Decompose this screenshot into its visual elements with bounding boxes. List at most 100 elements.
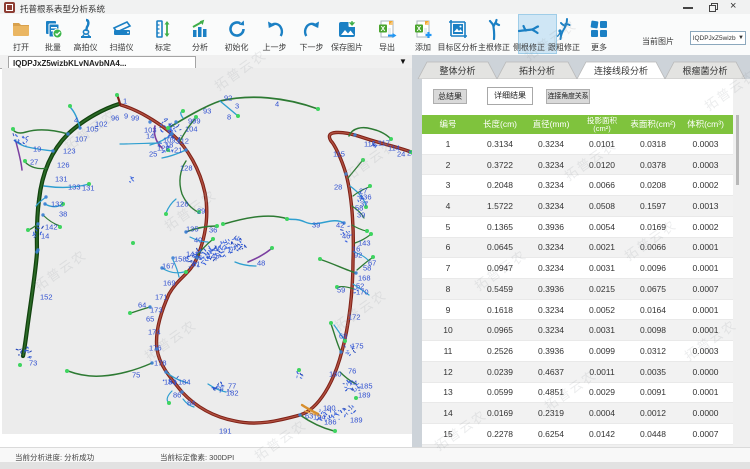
- svg-text:29: 29: [197, 207, 205, 216]
- svg-text:189: 189: [358, 391, 371, 400]
- svg-text:104: 104: [185, 125, 198, 134]
- svg-text:27: 27: [359, 187, 367, 196]
- svg-text:999: 999: [188, 117, 201, 126]
- svg-text:123: 123: [63, 147, 76, 156]
- svg-text:99: 99: [131, 114, 139, 123]
- svg-text:39: 39: [312, 221, 320, 230]
- svg-text:102: 102: [95, 120, 108, 129]
- svg-text:93: 93: [203, 107, 211, 116]
- svg-text:根瘤菌分析: 根瘤菌分析: [682, 65, 727, 76]
- svg-text:X: X: [381, 26, 386, 33]
- svg-text:48: 48: [257, 259, 265, 268]
- svg-text:84: 84: [187, 399, 195, 408]
- svg-text:128: 128: [176, 200, 189, 209]
- svg-text:28: 28: [334, 183, 342, 192]
- svg-text:190: 190: [323, 404, 336, 413]
- svg-text:9: 9: [124, 112, 128, 121]
- svg-text:172: 172: [348, 313, 361, 322]
- svg-text:122: 122: [157, 144, 170, 153]
- svg-text:61: 61: [192, 260, 200, 269]
- svg-text:73: 73: [29, 359, 37, 368]
- svg-text:96: 96: [111, 114, 119, 123]
- svg-text:23: 23: [407, 149, 412, 158]
- svg-text:65: 65: [146, 315, 154, 324]
- svg-text:182: 182: [226, 389, 239, 398]
- svg-text:175: 175: [351, 342, 364, 351]
- svg-text:173: 173: [150, 306, 163, 315]
- svg-text:3: 3: [235, 102, 239, 111]
- svg-text:8: 8: [227, 113, 231, 122]
- svg-text:145: 145: [207, 252, 220, 261]
- svg-text:64: 64: [138, 301, 146, 310]
- svg-text:1: 1: [123, 97, 127, 106]
- svg-text:186: 186: [324, 418, 337, 427]
- svg-text:112: 112: [177, 137, 189, 146]
- svg-text:67: 67: [368, 259, 376, 268]
- svg-text:63: 63: [305, 412, 313, 421]
- svg-text:105: 105: [86, 125, 99, 134]
- svg-text:180: 180: [329, 370, 342, 379]
- svg-text:133: 133: [68, 183, 81, 192]
- svg-text:39: 39: [357, 211, 365, 220]
- svg-text:158: 158: [174, 255, 187, 264]
- svg-text:152: 152: [40, 293, 53, 302]
- svg-text:185: 185: [360, 382, 373, 391]
- svg-text:131: 131: [82, 184, 95, 193]
- svg-text:189: 189: [350, 416, 363, 425]
- svg-text:27: 27: [30, 158, 38, 167]
- svg-text:194: 194: [313, 413, 326, 422]
- svg-text:38: 38: [59, 210, 67, 219]
- svg-text:169: 169: [163, 279, 176, 288]
- svg-text:171: 171: [155, 293, 168, 302]
- svg-text:37: 37: [360, 200, 368, 209]
- svg-text:42: 42: [336, 221, 344, 230]
- svg-text:68: 68: [339, 332, 347, 341]
- svg-text:21: 21: [174, 146, 182, 155]
- svg-text:77: 77: [228, 382, 236, 391]
- svg-text:19: 19: [33, 145, 41, 154]
- svg-text:4: 4: [275, 100, 279, 109]
- svg-text:191: 191: [219, 427, 232, 435]
- svg-text:52: 52: [356, 282, 364, 291]
- svg-text:168: 168: [358, 274, 371, 283]
- svg-text:143: 143: [358, 239, 371, 248]
- svg-text:176: 176: [149, 344, 162, 353]
- svg-text:107: 107: [75, 135, 88, 144]
- svg-text:174: 174: [148, 328, 161, 337]
- svg-text:拓扑分析: 拓扑分析: [519, 65, 555, 76]
- svg-text:114: 114: [388, 144, 400, 153]
- svg-text:14: 14: [146, 132, 154, 141]
- svg-text:92: 92: [224, 94, 232, 103]
- svg-text:25: 25: [149, 150, 157, 159]
- svg-text:103: 103: [144, 126, 157, 135]
- svg-text:109: 109: [163, 136, 176, 145]
- svg-text:46: 46: [342, 232, 350, 241]
- svg-text:126: 126: [57, 161, 70, 170]
- svg-text:117: 117: [378, 139, 390, 148]
- svg-text:40: 40: [194, 236, 202, 245]
- svg-text:135: 135: [186, 225, 199, 234]
- svg-text:24: 24: [397, 150, 405, 159]
- svg-text:X: X: [417, 26, 422, 33]
- svg-text:58: 58: [363, 264, 371, 273]
- svg-text:14: 14: [41, 232, 49, 241]
- svg-text:16: 16: [352, 245, 360, 254]
- svg-text:36: 36: [209, 226, 217, 235]
- svg-text:86: 86: [173, 391, 181, 400]
- svg-text:131: 131: [55, 175, 68, 184]
- svg-text:连接线段分析: 连接线段分析: [594, 65, 648, 76]
- svg-text:167: 167: [162, 262, 175, 271]
- svg-text:170: 170: [356, 288, 369, 297]
- svg-text:59: 59: [337, 286, 345, 295]
- svg-text:128: 128: [180, 164, 193, 173]
- svg-text:178: 178: [154, 359, 167, 368]
- svg-text:183: 183: [164, 378, 177, 387]
- svg-text:92: 92: [354, 251, 362, 260]
- svg-text:74: 74: [349, 379, 357, 388]
- svg-text:116: 116: [364, 140, 376, 149]
- svg-text:76: 76: [348, 367, 356, 376]
- svg-text:4: 4: [74, 116, 78, 125]
- svg-text:141: 141: [186, 250, 199, 259]
- svg-text:184: 184: [178, 378, 191, 387]
- svg-text:58: 58: [355, 204, 363, 213]
